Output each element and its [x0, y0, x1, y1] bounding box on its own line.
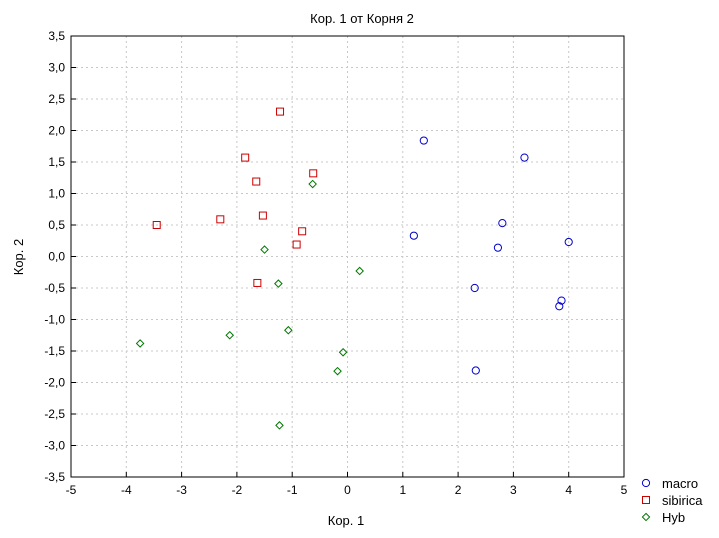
- data-point-hyb: [284, 325, 293, 335]
- data-point-macro: [470, 283, 479, 293]
- y-tick-label: 1,5: [48, 155, 65, 169]
- y-axis-title: Кор. 2: [11, 239, 26, 276]
- data-point-sibirica: [152, 221, 161, 229]
- x-tick-label: 3: [510, 483, 517, 497]
- data-point-macro: [555, 302, 564, 311]
- y-tick-label: -2,0: [44, 376, 65, 390]
- data-point-hyb: [338, 347, 348, 357]
- x-tick-label: 1: [399, 483, 406, 497]
- y-tick-label: 3,0: [48, 61, 65, 75]
- series-sibirica: [152, 107, 318, 287]
- legend-label-sibirica: sibirica: [662, 493, 703, 508]
- y-tick-label: -1,5: [44, 344, 65, 358]
- y-tick-label: 0,0: [48, 250, 65, 264]
- series-macro: [409, 136, 573, 375]
- data-point-hyb: [260, 245, 269, 254]
- data-point-hyb: [274, 279, 283, 288]
- data-point-macro: [493, 243, 503, 252]
- data-point-hyb: [355, 266, 364, 276]
- data-point-hyb: [333, 366, 342, 376]
- data-point-macro: [419, 136, 428, 145]
- data-point-hyb: [225, 330, 235, 340]
- data-point-hyb: [275, 421, 284, 430]
- chart-title: Кор. 1 от Корня 2: [310, 11, 414, 26]
- data-points: [135, 107, 573, 430]
- y-tick-label: -1,0: [44, 313, 65, 327]
- legend-marker-sibirica: [642, 496, 650, 504]
- x-tick-label: 5: [621, 483, 628, 497]
- y-tick-label: -3,5: [44, 470, 65, 484]
- legend-label-macro: macro: [662, 476, 698, 491]
- x-axis-ticks: -5 -4 -3 -2 -1 0 1 2 3 4 5: [66, 472, 628, 497]
- y-tick-label: 3,5: [48, 29, 65, 43]
- x-tick-label: 2: [455, 483, 462, 497]
- data-point-macro: [498, 219, 507, 228]
- x-axis-title: Кор. 1: [328, 513, 365, 528]
- legend-label-hyb: Hyb: [662, 510, 685, 525]
- data-point-sibirica: [216, 215, 225, 224]
- data-point-macro: [409, 231, 418, 240]
- x-tick-label: 4: [565, 483, 572, 497]
- data-point-sibirica: [276, 107, 285, 116]
- y-tick-label: -3,0: [44, 439, 65, 453]
- data-point-hyb: [135, 339, 145, 348]
- data-point-sibirica: [309, 169, 318, 178]
- data-point-hyb: [308, 179, 317, 189]
- legend-marker-macro: [641, 478, 651, 488]
- y-tick-label: 0,5: [48, 218, 65, 232]
- x-tick-label: -1: [287, 483, 298, 497]
- data-point-sibirica: [253, 278, 262, 287]
- x-tick-label: -3: [176, 483, 187, 497]
- y-tick-label: 2,5: [48, 92, 65, 106]
- x-tick-label: -5: [66, 483, 77, 497]
- y-tick-label: -2,5: [44, 407, 65, 421]
- data-point-sibirica: [298, 227, 307, 236]
- data-point-macro: [471, 366, 480, 375]
- y-tick-label: -0,5: [44, 281, 65, 295]
- y-tick-label: 1,0: [48, 187, 65, 201]
- data-point-sibirica: [292, 240, 301, 249]
- y-axis-ticks: -3,5 -3,0 -2,5 -2,0 -1,5 -1,0 -0,5 0,0 0,5 1,0 1,5…: [44, 29, 76, 484]
- data-point-macro: [520, 153, 529, 162]
- data-point-sibirica: [258, 211, 267, 220]
- y-tick-label: 2,0: [48, 124, 65, 138]
- legend-marker-hyb: [641, 512, 651, 522]
- x-tick-label: -2: [232, 483, 243, 497]
- data-point-sibirica: [241, 153, 250, 162]
- x-tick-label: -4: [121, 483, 132, 497]
- x-tick-label: 0: [344, 483, 351, 497]
- data-point-macro: [564, 237, 573, 247]
- data-point-sibirica: [252, 177, 261, 186]
- series-hyb: [135, 179, 364, 430]
- data-point-macro: [557, 296, 566, 305]
- legend: macro sibirica Hyb: [641, 476, 703, 525]
